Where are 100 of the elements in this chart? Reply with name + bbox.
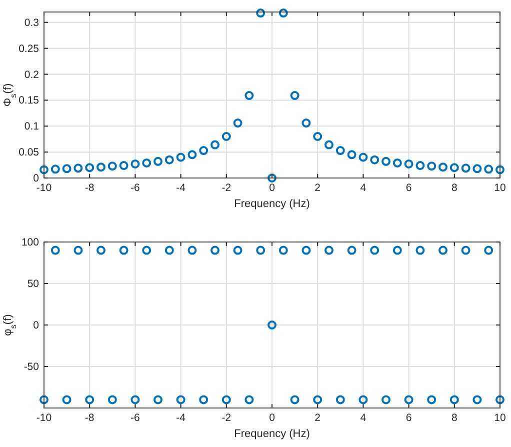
x-tick-label: -4 <box>176 412 186 424</box>
point <box>302 246 311 255</box>
point <box>222 395 231 404</box>
x-tick-label: 0 <box>269 182 276 194</box>
point <box>370 155 380 164</box>
point <box>142 246 152 255</box>
x-tick-label: -4 <box>176 182 186 194</box>
point <box>119 246 128 255</box>
point <box>347 150 356 160</box>
point <box>484 164 494 174</box>
x-tick-label: -10 <box>36 412 52 424</box>
point <box>404 395 414 404</box>
point <box>96 162 106 172</box>
y-tick-label: -50 <box>24 361 40 373</box>
point <box>85 163 94 172</box>
point <box>450 395 459 404</box>
point <box>278 8 288 18</box>
x-tick-label: -8 <box>84 412 94 424</box>
point <box>130 395 140 404</box>
y-tick-label: 0.15 <box>18 94 40 107</box>
point <box>188 246 197 255</box>
point <box>199 146 208 156</box>
y-tick-label: 100 <box>21 236 40 248</box>
point <box>347 246 356 255</box>
point <box>416 161 425 170</box>
point <box>233 246 242 255</box>
y-tick-label: 0.1 <box>24 120 40 133</box>
point <box>268 320 276 330</box>
point <box>336 146 345 156</box>
point <box>313 132 322 141</box>
x-tick-label: 6 <box>406 182 412 194</box>
point <box>472 164 482 174</box>
point <box>290 395 300 404</box>
point <box>461 164 470 173</box>
point <box>290 91 300 100</box>
point <box>154 156 162 166</box>
point <box>392 158 402 168</box>
x-tick-label: 0 <box>269 412 276 424</box>
point <box>119 161 128 170</box>
point <box>154 395 162 404</box>
point <box>222 132 231 141</box>
point <box>50 246 60 255</box>
point <box>438 246 448 255</box>
x-axis-title: Frequency (Hz) <box>234 198 310 210</box>
point <box>74 246 83 255</box>
y-tick-label: 0.05 <box>18 146 40 159</box>
point <box>302 118 311 128</box>
point <box>358 152 368 162</box>
x-tick-label: -6 <box>130 182 140 194</box>
point <box>130 159 140 168</box>
x-tick-label: -10 <box>36 182 52 194</box>
point <box>188 150 197 160</box>
point <box>176 395 186 404</box>
x-tick-label: 10 <box>494 182 506 194</box>
point <box>496 395 504 404</box>
y-tick-label: 0.25 <box>18 42 40 55</box>
x-tick-label: 8 <box>451 412 458 424</box>
x-tick-label: 2 <box>314 412 321 424</box>
point <box>392 246 402 255</box>
point <box>427 162 436 171</box>
point <box>450 163 459 172</box>
point <box>210 246 220 255</box>
point <box>256 246 266 255</box>
point <box>358 395 368 404</box>
point <box>472 395 482 404</box>
point <box>256 8 266 18</box>
x-tick-label: 10 <box>494 412 506 424</box>
point <box>324 246 334 255</box>
point <box>324 140 334 150</box>
point <box>313 395 322 404</box>
point <box>96 246 106 255</box>
point <box>244 91 254 100</box>
point <box>484 246 494 255</box>
point <box>108 162 117 171</box>
x-axis-title: Frequency (Hz) <box>234 428 310 440</box>
point <box>461 246 470 255</box>
point <box>199 395 208 404</box>
x-tick-label: 2 <box>314 182 321 194</box>
x-tick-label: 8 <box>451 182 458 194</box>
x-tick-label: -2 <box>222 412 232 424</box>
point <box>382 156 390 166</box>
y-tick-label: 0 <box>33 172 40 184</box>
point <box>233 118 242 128</box>
x-tick-label: 4 <box>360 412 366 424</box>
point <box>427 395 436 404</box>
point <box>74 164 83 173</box>
y-tick-label: 0 <box>33 320 40 332</box>
point <box>278 246 288 255</box>
point <box>164 246 174 255</box>
point <box>244 395 254 404</box>
point <box>40 165 48 174</box>
point <box>176 152 186 162</box>
point <box>62 164 72 174</box>
point <box>382 395 390 404</box>
point <box>142 158 152 168</box>
point <box>370 246 380 255</box>
y-tick-label: 0.2 <box>24 68 40 81</box>
y-tick-label: 50 <box>27 278 40 290</box>
point <box>210 140 220 150</box>
point <box>40 395 48 404</box>
